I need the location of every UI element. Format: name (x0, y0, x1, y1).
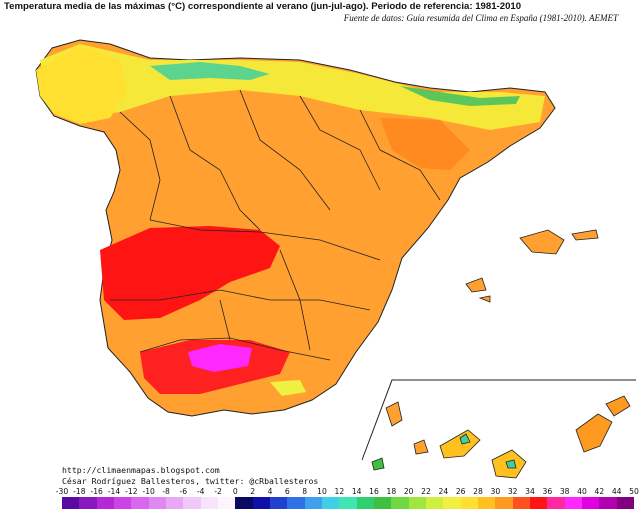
legend-tick-label: 14 (351, 487, 362, 496)
legend-swatch (218, 497, 236, 509)
legend-tick-label: 8 (302, 487, 308, 496)
legend-tick-label: -16 (90, 487, 103, 496)
legend-swatch (131, 497, 150, 509)
province-borders (110, 89, 441, 361)
legend-swatch (166, 497, 184, 509)
legend-tick-label: -12 (125, 487, 138, 496)
ebro-valley (380, 118, 470, 170)
map-title: Temperatura media de las máximas (°C) co… (4, 1, 522, 12)
legend-tick-label: 24 (438, 487, 449, 496)
legend-tick-label: 42 (594, 487, 605, 496)
legend-tick-label: 2 (250, 487, 256, 496)
legend-tick-label: 16 (369, 487, 379, 496)
legend-swatch (460, 497, 479, 509)
legend-tick-label: -30 (55, 487, 69, 496)
legend-swatch (599, 497, 618, 509)
legend-swatch (96, 497, 115, 509)
legend-swatch (616, 497, 635, 509)
legend-tick-label: 50 (629, 487, 639, 496)
legend-tick-label: 34 (525, 487, 535, 496)
legend-tick-label: 28 (473, 487, 483, 496)
legend-tick-label: -2 (214, 487, 222, 496)
legend-swatch (426, 497, 444, 509)
legend-tick-label: 10 (317, 487, 327, 496)
legend-tick-label: -10 (142, 487, 155, 496)
author-credit: César Rodríguez Ballesteros, twitter: @c… (62, 476, 319, 486)
legend-swatch (114, 497, 132, 509)
legend-swatch (478, 497, 496, 509)
legend-swatch (391, 497, 410, 509)
legend-swatch (582, 497, 600, 509)
legend-tick-label: 38 (559, 487, 570, 496)
legend-tick-label: -18 (73, 487, 86, 496)
legend-tick-label: 32 (507, 487, 518, 496)
legend-swatch (287, 497, 306, 509)
pyrenees-mountains (400, 86, 520, 106)
legend-tick-label: 40 (577, 487, 587, 496)
balearic-islands-formentera (478, 295, 491, 303)
legend-swatch (530, 497, 548, 509)
legend-swatch (512, 497, 531, 509)
legend-swatch (270, 497, 288, 509)
legend-swatch (339, 497, 358, 509)
legend-swatch (374, 497, 392, 509)
legend-swatch (322, 497, 340, 509)
balearic-islands-menorca (571, 229, 599, 241)
legend-tick-label: 0 (232, 487, 238, 496)
legend-swatch (408, 497, 427, 509)
legend-tick-label: 20 (403, 487, 414, 496)
legend-tick-label: 12 (334, 487, 345, 496)
legend-swatch (547, 497, 566, 509)
legend-tick-label: -14 (107, 487, 121, 496)
legend-tick-label: 44 (611, 487, 622, 496)
legend-tick-label: 18 (386, 487, 397, 496)
legend-tick-label: 22 (421, 487, 431, 496)
legend-tick-label: -6 (179, 487, 188, 496)
legend-swatch (62, 497, 80, 509)
data-source-note: Fuente de datos: Guía resumida del Clima… (343, 13, 618, 23)
legend-tick-label: 26 (455, 487, 466, 496)
legend-swatch (183, 497, 202, 509)
legend-tick-label: -8 (162, 487, 170, 496)
legend-tick-label: -4 (196, 487, 205, 496)
legend-swatch (443, 497, 462, 509)
legend-tick-label: 6 (284, 487, 290, 496)
sierra-nevada (270, 380, 306, 396)
legend-swatch (79, 497, 98, 509)
blog-url: http://climaenmapas.blogspot.com (62, 465, 220, 475)
legend-swatch (564, 497, 583, 509)
legend-tick-label: 4 (267, 487, 273, 496)
canary-inset-frame (361, 379, 636, 461)
legend-tick-label: 36 (542, 487, 553, 496)
balearic-islands-mallorca (519, 229, 565, 255)
legend-swatch (304, 497, 323, 509)
legend-swatch (252, 497, 271, 509)
southwest-hot-zone (100, 226, 280, 320)
color-scale-legend: -30 -18 -16 -14 -12 -10 -8 -6 -4 -2 0 2 4 6 8 10 12 14 16 1… (56, 487, 639, 511)
legend-swatch (148, 497, 167, 509)
legend-swatch (356, 497, 375, 509)
legend-swatches (62, 497, 635, 509)
extreme-heat-spot (188, 344, 252, 372)
legend-swatch (200, 497, 219, 509)
legend-tick-label: 30 (490, 487, 501, 496)
canary-islands (371, 395, 631, 479)
balearic-islands-ibiza (465, 277, 487, 293)
legend-swatch (235, 497, 254, 509)
northwest-yellow-zone (36, 46, 126, 124)
cantabrian-mountains (150, 62, 270, 80)
legend-swatch (495, 497, 514, 509)
